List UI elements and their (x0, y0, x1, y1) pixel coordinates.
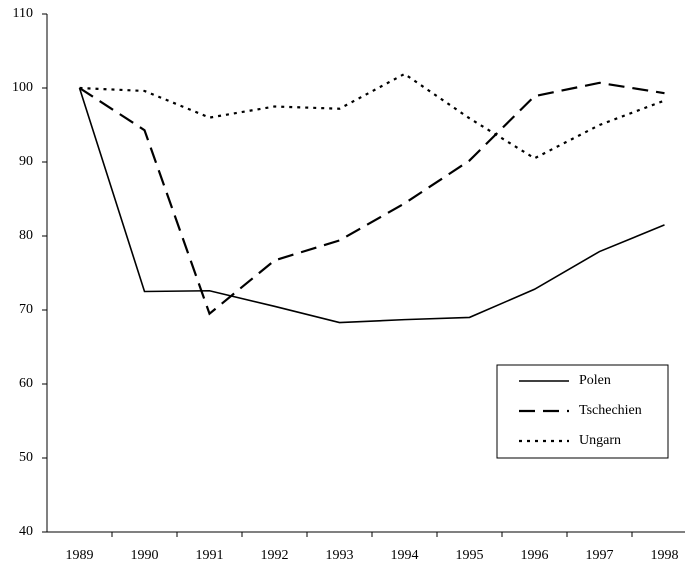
y-tick-label: 60 (19, 376, 33, 391)
series-line (78, 81, 665, 316)
y-tick-label: 110 (13, 6, 33, 21)
x-tick-label: 1991 (196, 548, 224, 563)
y-tick-label: 40 (19, 524, 33, 539)
y-tick-label: 70 (19, 302, 33, 317)
x-tick-label: 1989 (66, 548, 94, 563)
legend-label: Polen (579, 373, 611, 388)
x-tick-label: 1994 (391, 548, 419, 563)
x-tick-label: 1996 (521, 548, 549, 563)
x-tick-label: 1990 (131, 548, 159, 563)
x-tick-label: 1992 (261, 548, 289, 563)
y-tick-label: 50 (19, 450, 33, 465)
y-tick-label: 90 (19, 154, 33, 169)
x-tick-label: 1997 (586, 548, 614, 563)
legend-label: Tschechien (579, 403, 642, 418)
series-line (78, 87, 665, 324)
x-tick-label: 1998 (651, 548, 679, 563)
y-tick-label: 80 (19, 228, 33, 243)
legend-label: Ungarn (579, 433, 621, 448)
y-tick-label: 100 (12, 80, 33, 95)
x-tick-label: 1995 (456, 548, 484, 563)
x-tick-label: 1993 (326, 548, 354, 563)
